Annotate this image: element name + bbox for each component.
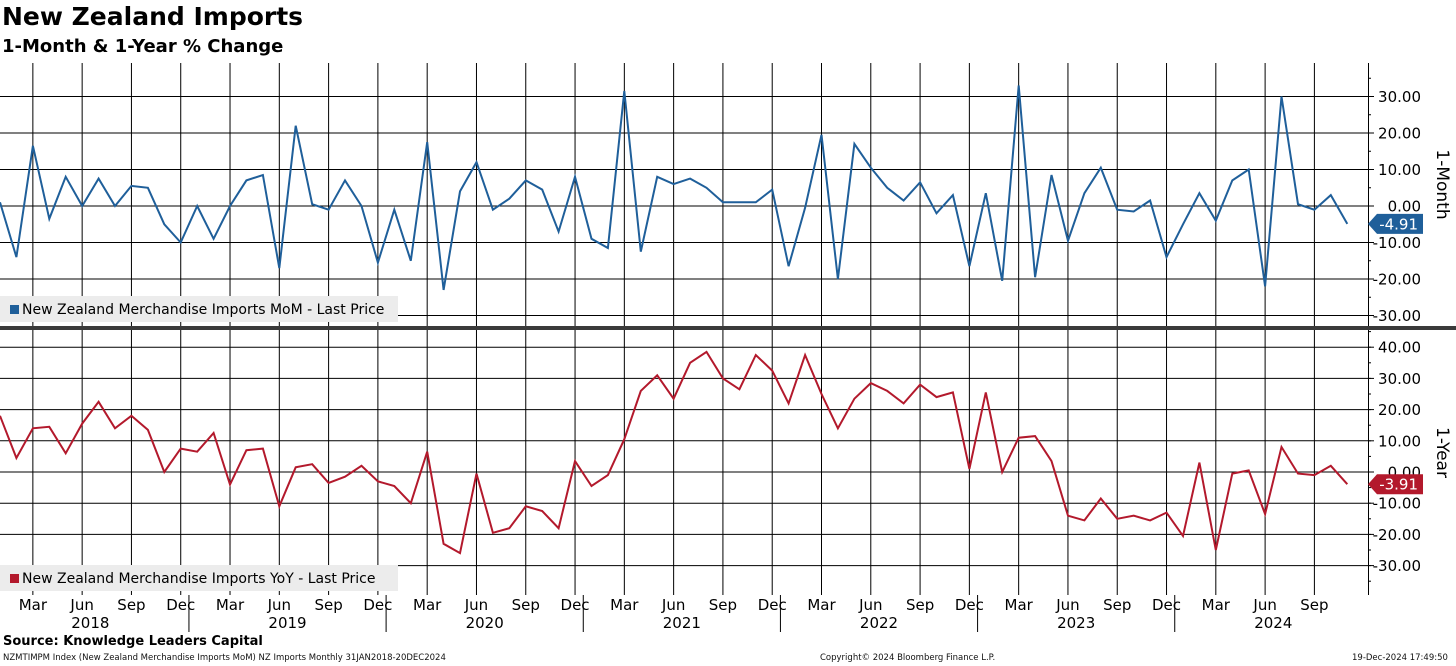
x-tick-label: Dec	[166, 596, 195, 614]
x-tick-label: Jun	[661, 596, 685, 614]
legend-label-yoy: New Zealand Merchandise Imports YoY - La…	[22, 571, 375, 587]
x-tick-label: Dec	[955, 596, 984, 614]
x-tick-label: Sep	[709, 596, 737, 614]
panel-divider	[0, 326, 1456, 330]
x-tick-label: Jun	[464, 596, 488, 614]
y-tick-label-mom: -10.00	[1373, 234, 1421, 252]
x-tick-label: Dec	[758, 596, 787, 614]
x-tick-label: Sep	[1103, 596, 1131, 614]
y-tick-label-yoy: 10.00	[1378, 432, 1421, 450]
x-tick-label: Sep	[314, 596, 342, 614]
x-tick-label: Sep	[512, 596, 540, 614]
x-tick-label: Jun	[858, 596, 882, 614]
y-tick-label-yoy: 40.00	[1378, 339, 1421, 357]
source-note: Source: Knowledge Leaders Capital	[3, 634, 263, 649]
timestamp: 19-Dec-2024 17:49:50	[1352, 653, 1448, 663]
chart-subtitle: 1-Month & 1-Year % Change	[2, 36, 284, 57]
x-tick-label: Jun	[69, 596, 93, 614]
y-tick-label-mom: 10.00	[1378, 161, 1421, 179]
legend-swatch-yoy	[10, 574, 19, 583]
legend-label-mom: New Zealand Merchandise Imports MoM - La…	[22, 302, 384, 318]
x-year-label: 2021	[663, 614, 701, 632]
y-tick-label-yoy: 30.00	[1378, 370, 1421, 388]
x-tick-label: Mar	[1202, 596, 1231, 614]
axis-title-yoy: 1-Year	[1432, 427, 1452, 478]
y-tick-label-mom: 0.00	[1388, 198, 1421, 216]
last-value-label-mom: -4.91	[1379, 215, 1418, 233]
x-tick-label: Sep	[906, 596, 934, 614]
y-tick-label-mom: 20.00	[1378, 125, 1421, 143]
y-tick-label-yoy: -20.00	[1373, 526, 1421, 544]
x-tick-label: Dec	[1152, 596, 1181, 614]
x-year-label: 2024	[1254, 614, 1292, 632]
x-tick-label: Mar	[610, 596, 639, 614]
x-tick-label: Dec	[561, 596, 590, 614]
y-tick-label-mom: 30.00	[1378, 88, 1421, 106]
x-year-label: 2018	[71, 614, 109, 632]
y-tick-label-yoy: 20.00	[1378, 401, 1421, 419]
series-line-mom	[0, 85, 1349, 291]
x-tick-label: Mar	[807, 596, 836, 614]
y-tick-label-mom: -30.00	[1373, 307, 1421, 325]
legend-box-mom	[0, 296, 398, 322]
x-tick-label: Jun	[1055, 596, 1079, 614]
last-value-label-yoy: -3.91	[1379, 476, 1418, 494]
x-tick-label: Jun	[1252, 596, 1276, 614]
x-axis: Mar Jun Sep Dec Mar Jun Sep Dec Mar Jun Sep Dec Mar J…	[19, 595, 1329, 632]
x-tick-label: Mar	[413, 596, 442, 614]
legend-swatch-mom	[10, 305, 19, 314]
x-year-label: 2023	[1057, 614, 1095, 632]
x-tick-label: Mar	[1005, 596, 1034, 614]
x-tick-label: Jun	[267, 596, 291, 614]
series-line-yoy	[0, 350, 1349, 555]
y-tick-label-mom: -20.00	[1373, 271, 1421, 289]
panel-yoy: 40.0030.0020.0010.000.00-10.00-20.00-30.…	[0, 330, 1452, 595]
index-info: NZMTIMPM Index (New Zealand Merchandise …	[3, 653, 446, 663]
x-year-label: 2022	[860, 614, 898, 632]
x-tick-label: Mar	[216, 596, 245, 614]
chart-title: New Zealand Imports	[2, 2, 304, 31]
x-year-label: 2020	[466, 614, 504, 632]
legend-box-yoy	[0, 565, 398, 591]
x-year-label: 2019	[268, 614, 306, 632]
x-tick-label: Sep	[117, 596, 145, 614]
axis-title-mom: 1-Month	[1432, 149, 1452, 219]
panel-mom: 30.00 20.00 10.00 0.00 -10.00 -20.00 -30.00 -4.…	[0, 63, 1452, 326]
copyright-note: Copyright© 2024 Bloomberg Finance L.P.	[820, 653, 996, 663]
x-tick-label: Sep	[1300, 596, 1328, 614]
y-tick-label-yoy: -10.00	[1373, 495, 1421, 513]
last-value-flag-yoy	[1368, 474, 1423, 495]
x-tick-label: Dec	[363, 596, 392, 614]
last-value-flag-mom	[1368, 213, 1423, 234]
y-tick-label-yoy: -30.00	[1373, 557, 1421, 575]
x-tick-label: Mar	[19, 596, 48, 614]
